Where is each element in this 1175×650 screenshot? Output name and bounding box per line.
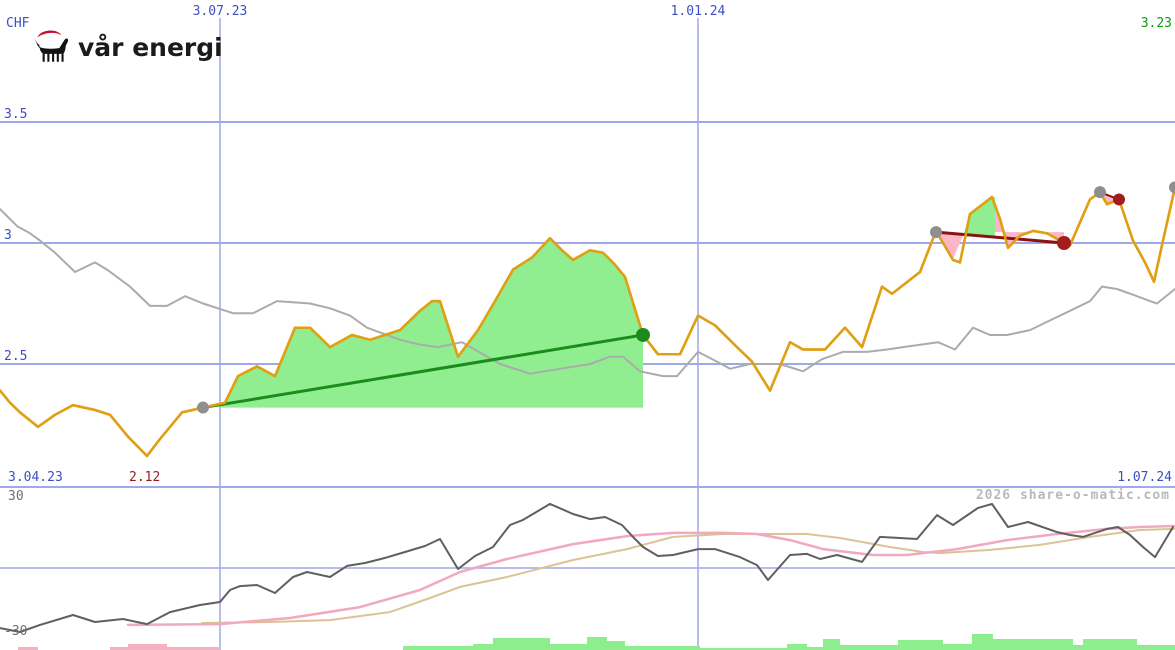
volume-bar-green: [807, 647, 823, 650]
volume-bar-green: [1137, 645, 1175, 650]
volume-bar-pink: [110, 647, 128, 650]
trend-segment: [201, 333, 645, 410]
volume-bar-pink: [18, 647, 38, 650]
volume-bar-green: [1073, 645, 1083, 650]
volume-bar-pink: [167, 647, 220, 650]
currency-label: CHF: [6, 16, 30, 31]
pivot-dot: [930, 226, 942, 239]
trend-segment: [934, 230, 1066, 245]
trend-fill: [220, 238, 643, 408]
volume-bar-green: [473, 644, 493, 650]
volume-bar-green: [972, 634, 993, 650]
volume-bar-green: [625, 646, 700, 650]
volume-bar-green: [587, 637, 607, 650]
volume-bar-green: [700, 648, 787, 650]
volume-bar-green: [550, 644, 587, 650]
pivot-dot: [1057, 236, 1071, 250]
pivot-dot: [197, 401, 209, 414]
last-price-label: 3.23: [1140, 16, 1172, 31]
volume-bar-green: [898, 640, 943, 650]
volume-bar-green: [840, 645, 898, 650]
y-tick-3_5: 3.5: [4, 107, 28, 122]
price-line-top: [0, 186, 1175, 458]
benchmark-line: [0, 208, 1175, 378]
volume-bar-green: [993, 639, 1073, 650]
volume-bar-green: [787, 644, 807, 650]
logo-wordmark: vår energi: [78, 32, 223, 62]
volume-bar-pink: [128, 644, 167, 650]
volume-bar-green: [403, 646, 473, 650]
volume-bar-green: [823, 639, 840, 650]
trend-fill: [938, 233, 963, 259]
oscillator-low-label: -30: [4, 624, 28, 639]
pivot-dot: [1113, 193, 1125, 206]
volume-bar-green: [943, 644, 972, 650]
signal-fast-line: [126, 524, 1175, 627]
volume-bar-green: [607, 641, 625, 650]
y-tick-2_5: 2.5: [4, 349, 28, 364]
x-axis-end-date: 1.07.24: [1117, 470, 1172, 485]
min-price-label: 2.12: [129, 470, 161, 485]
volume-bar-green: [1083, 639, 1137, 650]
watermark: 2026 share-o-matic.com: [975, 488, 1170, 503]
y-tick-3: 3: [4, 228, 12, 243]
trend-fill: [995, 201, 1064, 248]
flame-icon: [37, 30, 62, 38]
pivot-dot: [1094, 186, 1106, 199]
var-energi-logo: vår energi: [30, 26, 223, 68]
pivot-dot: [1169, 181, 1175, 194]
oscillator-line: [0, 502, 1174, 633]
x-axis-date-1: 3.07.23: [192, 4, 248, 19]
trend-fill: [963, 197, 995, 236]
x-axis-date-2: 1.01.24: [670, 4, 726, 19]
pivot-dot: [636, 327, 650, 342]
six-legged-dog-logo: [34, 30, 69, 62]
six-legged-dog-icon: [34, 35, 69, 62]
volume-bar-green: [493, 638, 550, 650]
x-axis-start-date: 3.04.23: [8, 470, 63, 485]
oscillator-high-label: 30: [8, 489, 24, 504]
